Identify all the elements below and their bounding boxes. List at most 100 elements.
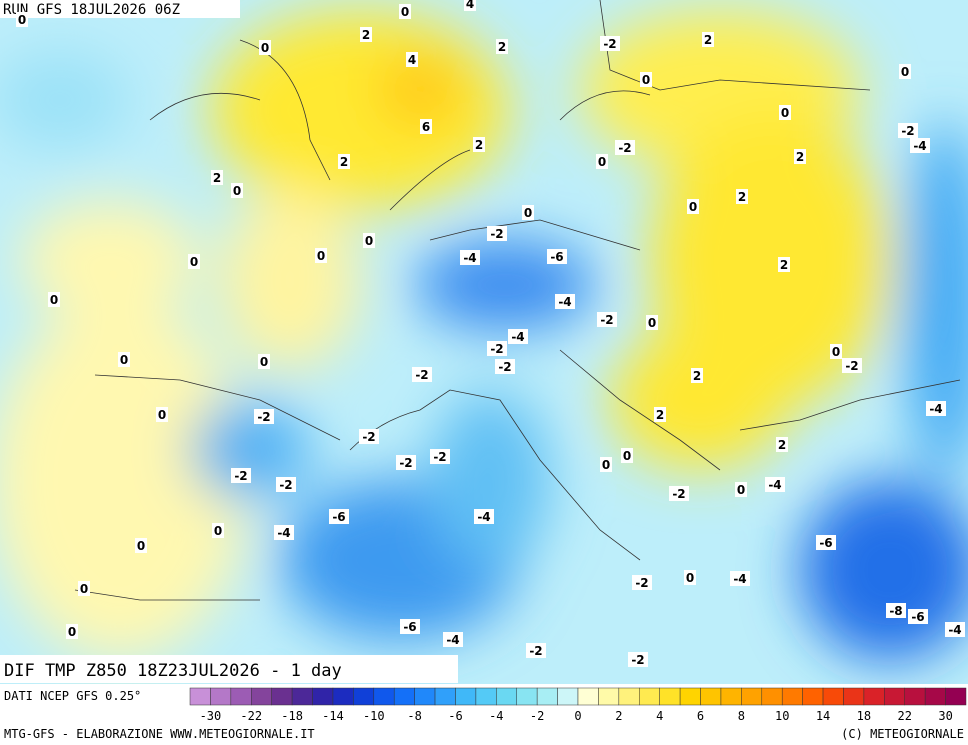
label-box [910, 138, 930, 153]
label-box [118, 352, 130, 367]
label-box [338, 154, 350, 169]
label-box [474, 509, 494, 524]
label-box [778, 257, 790, 272]
label-box [640, 72, 652, 87]
contour-label: -2 [433, 450, 446, 464]
label-box [628, 652, 648, 667]
color-cell [475, 687, 497, 706]
header-box [0, 0, 240, 18]
coastline [74, 0, 961, 601]
label-box [776, 437, 788, 452]
label-box [669, 486, 689, 501]
contour-label: -2 [901, 124, 914, 138]
contour-label: 0 [50, 293, 58, 307]
contour-label: -4 [733, 572, 746, 586]
contour-label: -6 [911, 610, 924, 624]
contour-label: -2 [415, 368, 428, 382]
color-cell [516, 687, 538, 706]
contour-label: 0 [832, 345, 840, 359]
contour-label: 2 [656, 408, 664, 422]
label-box [211, 170, 223, 185]
label-box [360, 27, 372, 42]
label-box [691, 368, 703, 383]
label-box [526, 643, 546, 658]
color-cell [904, 687, 926, 706]
contour-label: -2 [631, 653, 644, 667]
contour-label: 2 [693, 369, 701, 383]
contour-label: -2 [399, 456, 412, 470]
contour-label: -2 [279, 478, 292, 492]
color-cell [781, 687, 803, 706]
data-source: DATI NCEP GFS 0.25° [4, 689, 141, 703]
color-cell [802, 687, 824, 706]
label-box [654, 407, 666, 422]
contour-label: -2 [603, 37, 616, 51]
label-box [231, 183, 243, 198]
contour-label: -2 [600, 313, 613, 327]
color-cell [639, 687, 660, 706]
contour-label: -2 [845, 359, 858, 373]
label-box [231, 468, 251, 483]
color-cell [618, 687, 640, 706]
color-cell [230, 687, 252, 706]
map-field [0, 0, 968, 684]
contour-label: 2 [475, 138, 483, 152]
color-cell [189, 687, 211, 706]
colorbar-tick-label: 0 [574, 709, 581, 723]
label-box [259, 40, 271, 55]
contour-label: 0 [686, 571, 694, 585]
contour-label: -4 [558, 295, 571, 309]
color-cell [557, 687, 579, 706]
colorbar-tick-label: 6 [697, 709, 704, 723]
colorbar-tick-label: 18 [857, 709, 871, 723]
color-cell [393, 687, 415, 706]
label-box [258, 354, 270, 369]
label-box [632, 575, 652, 590]
color-cell [598, 687, 620, 706]
contour-label: 6 [422, 120, 430, 134]
label-box [842, 358, 862, 373]
label-box [16, 12, 28, 27]
contour-label: 2 [796, 150, 804, 164]
contour-label: 2 [362, 28, 370, 42]
color-cell [251, 687, 272, 706]
copyright: (C) METEOGIORNALE [841, 727, 964, 741]
color-cell [496, 687, 517, 706]
label-box [687, 199, 699, 214]
label-box [212, 523, 224, 538]
contour-label: -2 [362, 430, 375, 444]
contour-label: 2 [498, 40, 506, 54]
label-box [736, 189, 748, 204]
contour-label: -4 [929, 402, 942, 416]
color-cell [271, 687, 293, 706]
contour-label: -4 [768, 478, 781, 492]
label-box [443, 632, 463, 647]
contour-label: 0 [68, 625, 76, 639]
contour-label: -8 [889, 604, 902, 618]
label-box [596, 154, 608, 169]
contour-label: 0 [689, 200, 697, 214]
color-cell [210, 687, 232, 706]
contour-label: -4 [277, 526, 290, 540]
contour-label: 0 [365, 234, 373, 248]
colorbar-tick-label: -4 [489, 709, 503, 723]
contour-label: 2 [778, 438, 786, 452]
contour-label: 0 [648, 316, 656, 330]
colorbar-tick-label: 10 [775, 709, 789, 723]
label-box [473, 137, 485, 152]
colorbar-tick-label: -14 [322, 709, 344, 723]
color-cell [679, 687, 701, 706]
color-cell [373, 687, 395, 706]
contour-label: -2 [618, 141, 631, 155]
color-cell [884, 687, 905, 706]
label-box [420, 119, 432, 134]
map-title: DIF TMP Z850 18Z23JUL2026 - 1 day [4, 661, 342, 681]
colorbar-tick-label: 2 [615, 709, 622, 723]
label-box [816, 535, 836, 550]
contour-label: -2 [529, 644, 542, 658]
colorbar-tick-label: 8 [738, 709, 745, 723]
contour-label: 0 [524, 206, 532, 220]
contour-label: -4 [463, 251, 476, 265]
